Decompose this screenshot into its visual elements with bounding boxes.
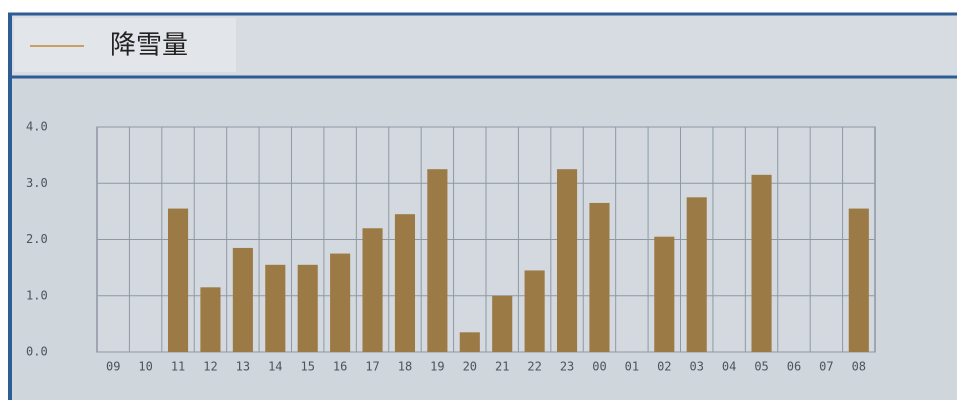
y-tick-label: 0.0 xyxy=(26,345,48,359)
x-tick-label: 00 xyxy=(592,360,606,374)
bar xyxy=(167,208,189,352)
x-tick-label: 01 xyxy=(625,360,639,374)
bar xyxy=(200,287,221,352)
x-tick-label: 15 xyxy=(300,360,314,374)
bar xyxy=(654,236,675,352)
x-tick-label: 05 xyxy=(754,360,768,374)
x-tick-label: 22 xyxy=(527,360,541,374)
bar xyxy=(297,264,318,352)
y-tick-label: 2.0 xyxy=(26,232,48,246)
y-tick-label: 4.0 xyxy=(26,120,48,134)
bar xyxy=(848,208,869,352)
x-tick-label: 06 xyxy=(787,360,801,374)
y-tick-label: 1.0 xyxy=(26,288,48,302)
bar xyxy=(686,197,707,352)
bar xyxy=(232,247,253,352)
x-tick-label: 02 xyxy=(657,360,671,374)
x-tick-label: 11 xyxy=(171,360,185,374)
x-tick-label: 10 xyxy=(138,360,152,374)
x-tick-label: 12 xyxy=(203,360,217,374)
x-tick-label: 23 xyxy=(560,360,574,374)
bar xyxy=(492,295,513,352)
bar xyxy=(265,264,286,352)
bar xyxy=(556,169,578,352)
bar xyxy=(362,228,383,352)
x-tick-label: 17 xyxy=(365,360,379,374)
y-tick-label: 3.0 xyxy=(26,176,48,190)
x-tick-label: 03 xyxy=(689,360,703,374)
bar xyxy=(524,270,545,352)
x-tick-label: 16 xyxy=(333,360,347,374)
bar xyxy=(751,174,772,352)
legend-label: 降雪量 xyxy=(110,31,188,61)
bar xyxy=(589,202,610,352)
x-tick-label: 09 xyxy=(106,360,120,374)
x-tick-label: 20 xyxy=(463,360,477,374)
bar xyxy=(330,253,351,352)
bar xyxy=(427,169,448,352)
bar xyxy=(394,214,416,352)
bar xyxy=(459,332,480,352)
x-tick-label: 04 xyxy=(722,360,736,374)
x-tick-label: 21 xyxy=(495,360,509,374)
x-tick-label: 08 xyxy=(852,360,866,374)
x-tick-label: 18 xyxy=(398,360,412,374)
x-tick-label: 14 xyxy=(268,360,282,374)
x-tick-label: 07 xyxy=(819,360,833,374)
x-tick-label: 13 xyxy=(236,360,250,374)
x-tick-label: 19 xyxy=(430,360,444,374)
